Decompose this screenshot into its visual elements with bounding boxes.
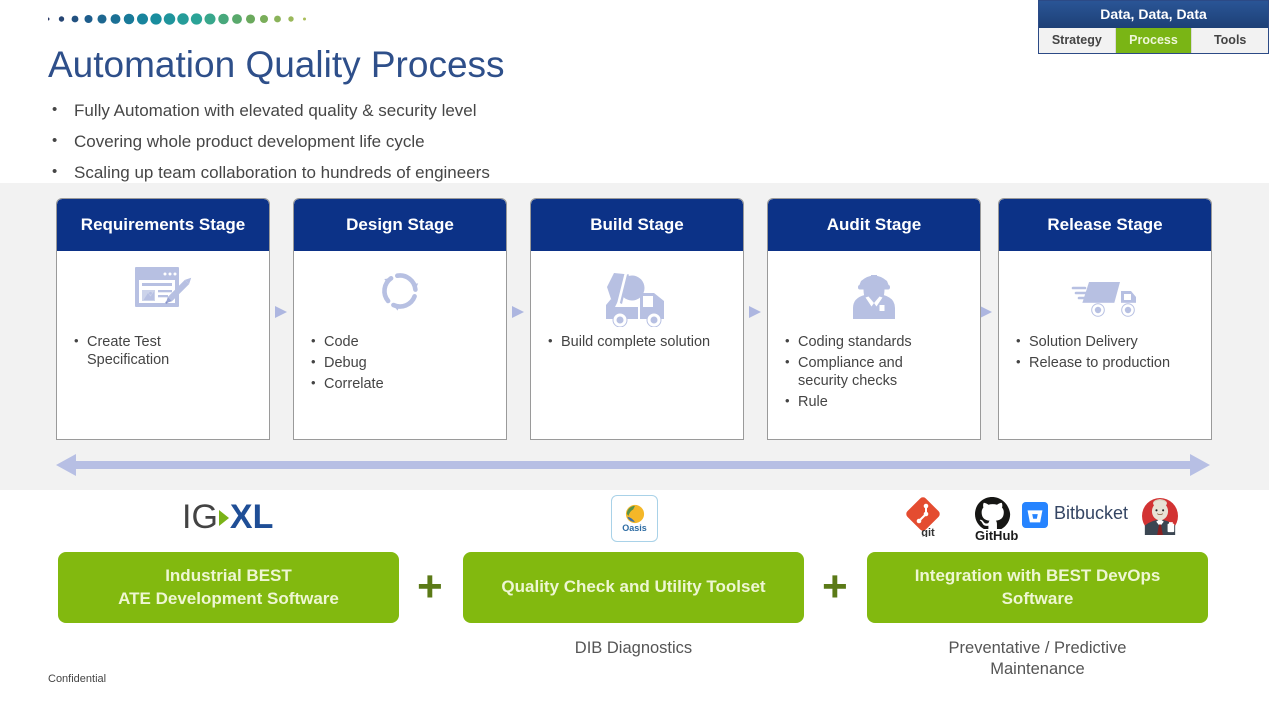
- svg-text:git: git: [921, 527, 935, 537]
